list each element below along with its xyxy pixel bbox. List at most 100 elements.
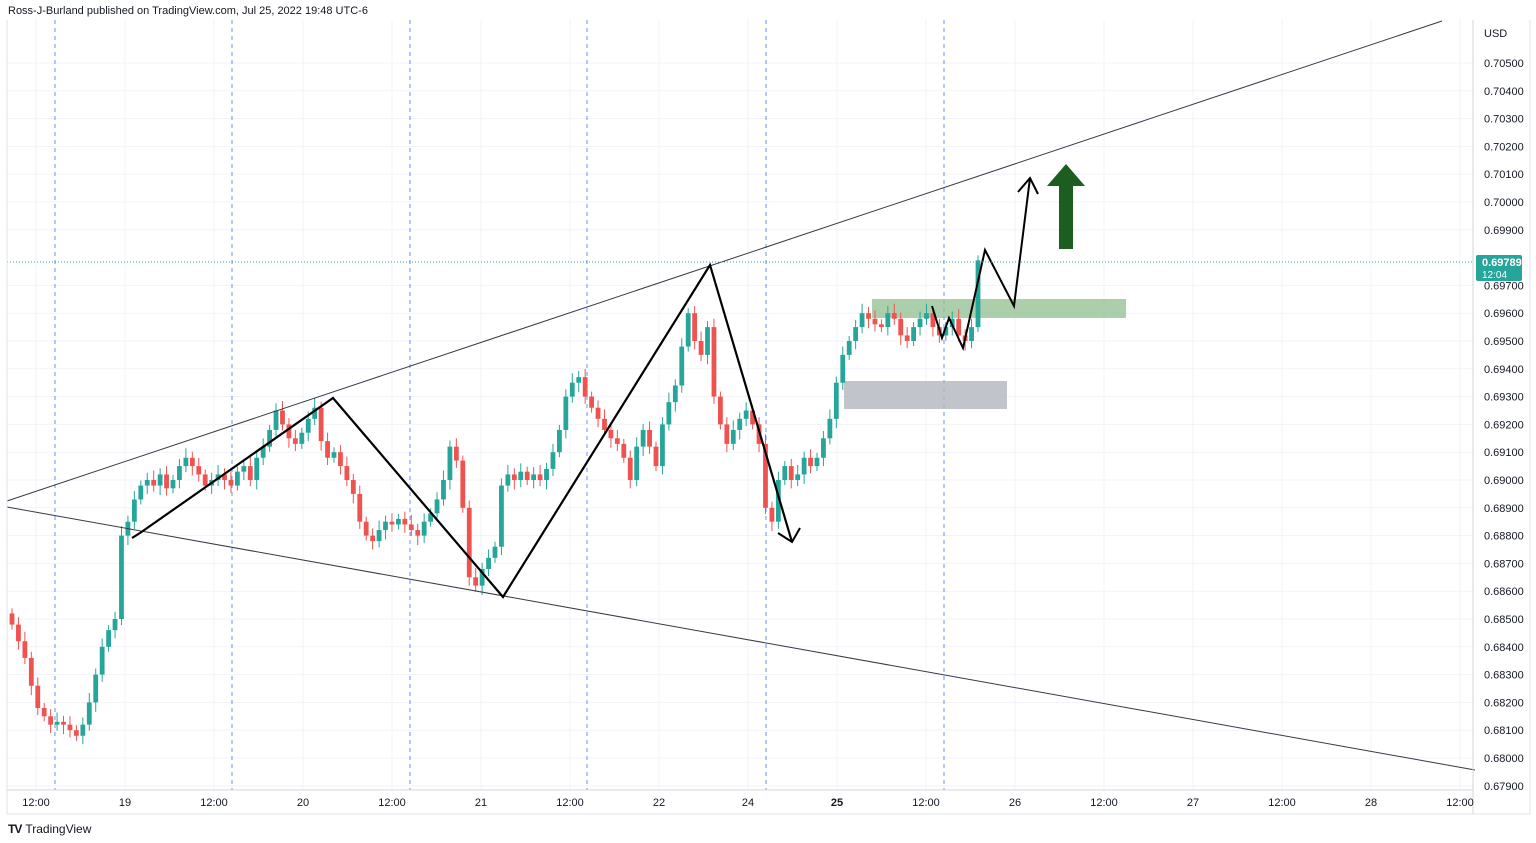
candle[interactable]: [434, 492, 440, 522]
candle[interactable]: [666, 392, 672, 431]
candle[interactable]: [872, 310, 878, 332]
candle[interactable]: [956, 309, 962, 342]
upper-trendline[interactable]: [6, 20, 1443, 502]
candle[interactable]: [898, 312, 904, 345]
candle[interactable]: [376, 520, 382, 548]
candle[interactable]: [318, 401, 324, 451]
candle[interactable]: [840, 346, 846, 390]
candle[interactable]: [453, 438, 459, 468]
candle[interactable]: [292, 429, 298, 452]
candle[interactable]: [389, 513, 395, 532]
candle[interactable]: [524, 466, 530, 486]
candle[interactable]: [499, 478, 504, 556]
candle[interactable]: [775, 471, 781, 529]
candle[interactable]: [827, 409, 833, 445]
candle[interactable]: [724, 417, 730, 453]
candle[interactable]: [222, 468, 227, 490]
candle[interactable]: [660, 417, 665, 475]
candle[interactable]: [396, 513, 401, 530]
candle[interactable]: [157, 468, 163, 496]
candle[interactable]: [911, 322, 916, 347]
candle[interactable]: [415, 523, 421, 546]
candle[interactable]: [518, 463, 524, 488]
candle[interactable]: [769, 501, 775, 532]
candle[interactable]: [350, 473, 356, 504]
candle[interactable]: [74, 725, 79, 741]
candle[interactable]: [144, 472, 150, 494]
candle[interactable]: [273, 403, 279, 439]
candle[interactable]: [698, 331, 704, 362]
candle[interactable]: [679, 338, 685, 393]
candle[interactable]: [344, 456, 350, 487]
candle[interactable]: [814, 452, 820, 472]
candle[interactable]: [196, 457, 202, 482]
candle[interactable]: [743, 402, 749, 427]
candle[interactable]: [589, 391, 594, 413]
candle[interactable]: [891, 303, 897, 325]
candle[interactable]: [505, 464, 511, 492]
candle[interactable]: [808, 449, 813, 474]
candle[interactable]: [924, 303, 929, 325]
candle[interactable]: [112, 611, 118, 639]
candle[interactable]: [247, 456, 253, 487]
candle[interactable]: [621, 438, 627, 463]
candle[interactable]: [151, 470, 157, 492]
candle[interactable]: [795, 464, 801, 487]
candle[interactable]: [131, 491, 137, 529]
candle[interactable]: [969, 318, 974, 349]
candle[interactable]: [879, 319, 884, 333]
candle[interactable]: [595, 400, 601, 428]
candle[interactable]: [557, 424, 562, 458]
candle[interactable]: [189, 451, 195, 476]
candle[interactable]: [550, 443, 556, 477]
candle[interactable]: [531, 467, 537, 489]
candle[interactable]: [692, 305, 698, 350]
tradingview-brand[interactable]: TV TradingView: [8, 822, 91, 836]
support-zone-gray[interactable]: [844, 381, 1007, 409]
candle[interactable]: [235, 466, 240, 491]
candle[interactable]: [254, 451, 260, 490]
candle[interactable]: [280, 401, 285, 431]
candle[interactable]: [41, 702, 47, 722]
candle[interactable]: [569, 373, 575, 403]
candle[interactable]: [61, 715, 66, 735]
candle[interactable]: [904, 327, 910, 349]
candle[interactable]: [80, 717, 86, 745]
candle[interactable]: [16, 617, 21, 650]
candle[interactable]: [441, 470, 446, 506]
candle[interactable]: [544, 462, 549, 490]
candle[interactable]: [402, 511, 408, 533]
candle[interactable]: [853, 319, 859, 350]
candle[interactable]: [460, 455, 466, 513]
candle[interactable]: [183, 448, 189, 473]
candle[interactable]: [602, 409, 607, 437]
candle[interactable]: [267, 424, 272, 452]
projection-path[interactable]: [931, 177, 1031, 352]
support-zone-green[interactable]: [872, 299, 1126, 318]
candle[interactable]: [357, 485, 363, 529]
candle[interactable]: [582, 368, 588, 404]
candle[interactable]: [614, 429, 620, 452]
candle[interactable]: [859, 303, 865, 334]
candle[interactable]: [537, 464, 543, 487]
candle[interactable]: [647, 421, 652, 454]
candle[interactable]: [119, 526, 124, 626]
candle[interactable]: [672, 379, 678, 412]
candle[interactable]: [170, 474, 176, 494]
lower-trendline[interactable]: [6, 506, 1476, 771]
candle[interactable]: [479, 562, 485, 596]
candle[interactable]: [228, 471, 234, 493]
candle[interactable]: [99, 638, 105, 682]
candle[interactable]: [492, 541, 498, 563]
candle[interactable]: [763, 434, 768, 514]
candle[interactable]: [338, 444, 343, 475]
candle[interactable]: [106, 625, 111, 652]
candle[interactable]: [634, 437, 640, 487]
up-arrow-icon[interactable]: [1047, 164, 1085, 249]
candle[interactable]: [421, 513, 427, 543]
candle[interactable]: [608, 423, 614, 448]
candle[interactable]: [685, 308, 691, 352]
candle[interactable]: [833, 376, 839, 429]
candle[interactable]: [363, 516, 369, 541]
